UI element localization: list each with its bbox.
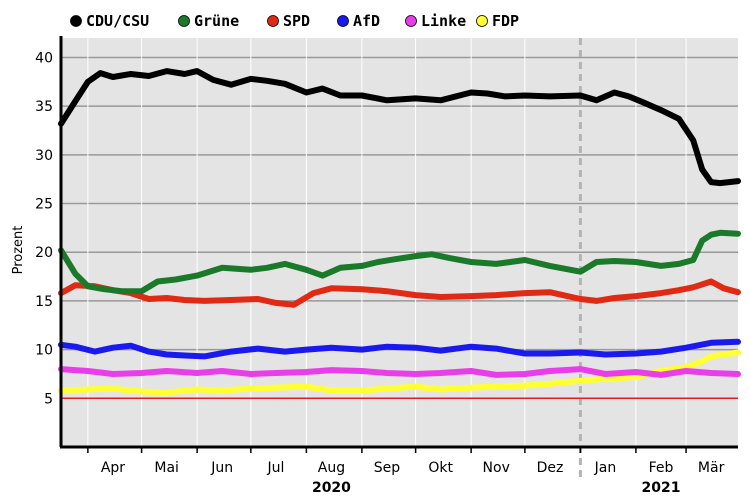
legend-marker bbox=[178, 15, 190, 27]
y-tick-label: 5 bbox=[44, 391, 53, 407]
y-tick-label: 30 bbox=[35, 148, 53, 164]
x-tick-label: Feb bbox=[649, 460, 674, 476]
legend-label: AfD bbox=[353, 12, 380, 30]
series-line-afd bbox=[58, 338, 741, 360]
x-tick-label: Jul bbox=[266, 460, 284, 476]
series-lines bbox=[58, 68, 741, 396]
series-line-grne bbox=[58, 229, 741, 295]
legend-marker bbox=[267, 15, 279, 27]
legend-marker bbox=[70, 15, 82, 27]
x-tick-label: Mai bbox=[154, 460, 179, 476]
y-axis-label: Prozent bbox=[11, 226, 26, 275]
y-tick-label: 35 bbox=[35, 99, 53, 115]
x-tick-label: Aug bbox=[318, 460, 345, 476]
series-line-spd bbox=[58, 278, 741, 308]
x-tick-label: Sep bbox=[374, 460, 401, 476]
gridlines bbox=[61, 38, 738, 477]
legend-marker bbox=[476, 15, 488, 27]
y-tick-label: 10 bbox=[35, 343, 53, 359]
series-line-linke bbox=[58, 366, 741, 378]
legend-label: Grüne bbox=[194, 12, 239, 30]
axes bbox=[59, 36, 738, 453]
x-tick-label: Nov bbox=[483, 460, 510, 476]
y-tick-label: 40 bbox=[35, 50, 53, 66]
legend-label: CDU/CSU bbox=[86, 12, 149, 30]
legend-marker bbox=[337, 15, 349, 27]
x-tick-label: Mär bbox=[698, 460, 725, 476]
y-tick-label: 25 bbox=[35, 197, 53, 213]
y-tick-labels: 5 10 15 20 25 30 35 40 bbox=[35, 50, 53, 407]
year-label: 2020 bbox=[312, 480, 351, 496]
x-tick-label: Okt bbox=[428, 460, 453, 476]
legend-marker bbox=[405, 15, 417, 27]
x-tick-labels: Apr Mai Jun Jul Aug Sep Okt Nov Dez Jan Feb Mär 2020… bbox=[101, 460, 725, 496]
legend-label: Linke bbox=[421, 12, 466, 30]
x-tick-label: Jan bbox=[594, 460, 617, 476]
x-tick-label: Apr bbox=[101, 460, 125, 476]
series-line-cducsu bbox=[58, 68, 741, 187]
legend: CDU/CSU Grüne SPD AfD Linke FDP bbox=[70, 12, 519, 30]
x-tick-label: Jun bbox=[210, 460, 233, 476]
legend-label: SPD bbox=[283, 12, 310, 30]
legend-label: FDP bbox=[492, 12, 519, 30]
y-tick-label: 20 bbox=[35, 245, 53, 261]
x-tick-label: Dez bbox=[537, 460, 564, 476]
year-label: 2021 bbox=[642, 480, 681, 496]
y-tick-label: 15 bbox=[35, 294, 53, 310]
